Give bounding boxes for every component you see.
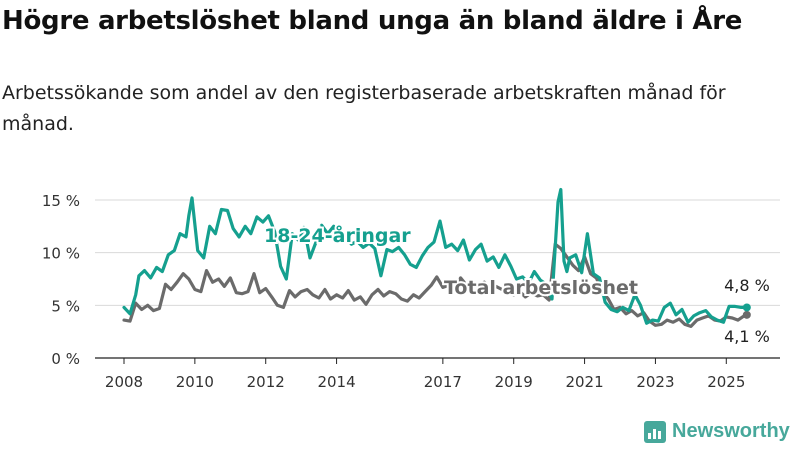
series-line-youth: [122, 187, 749, 325]
y-tick-label: 10 %: [42, 245, 80, 263]
series-end-point-youth: [742, 303, 751, 312]
y-tick-label: 15 %: [42, 192, 80, 210]
series-label-youth: 18-24-åringar: [264, 223, 411, 247]
series-label-total: Total arbetslöshet: [444, 277, 638, 299]
end-value-label-total: 4,1 %: [724, 327, 770, 346]
x-tick-label: 2025: [707, 373, 745, 391]
series-end-point-total: [742, 310, 751, 319]
x-tick-label: 2014: [317, 373, 355, 391]
x-tick-label: 2010: [176, 373, 214, 391]
x-tick-label: 2008: [105, 373, 143, 391]
x-tick-label: 2021: [565, 373, 603, 391]
brand-name: Newsworthy: [672, 420, 790, 442]
x-tick-label: 2017: [424, 373, 462, 391]
x-tick-label: 2019: [495, 373, 533, 391]
bar-chart-logo-icon: [644, 420, 666, 443]
chart-title: Högre arbetslöshet bland unga än bland ä…: [2, 6, 743, 36]
newsworthy-logo: Newsworthy: [644, 420, 790, 443]
y-tick-label: 5 %: [51, 297, 80, 315]
end-value-label-youth: 4,8 %: [724, 276, 770, 295]
chart-subtitle: Arbetssökande som andel av den registerb…: [2, 82, 726, 135]
series-line-total: [122, 242, 749, 328]
x-tick-label: 2012: [247, 373, 285, 391]
y-tick-label: 0 %: [51, 350, 80, 368]
x-tick-label: 2023: [636, 373, 674, 391]
